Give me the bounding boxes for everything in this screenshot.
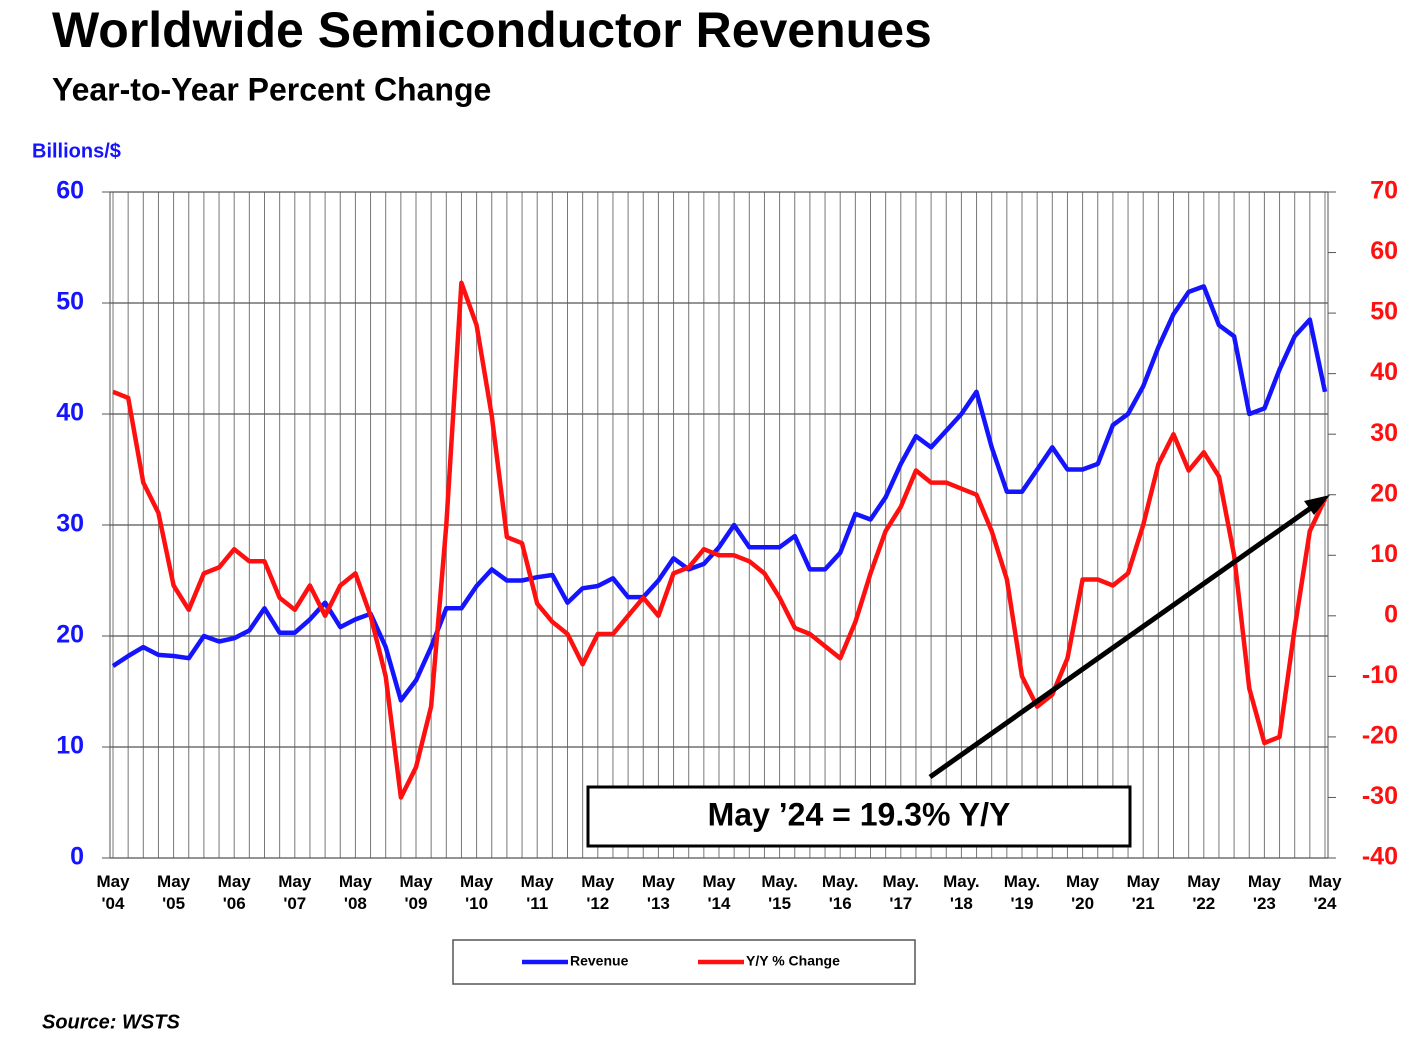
y2-tick-label: 10	[1370, 540, 1398, 568]
y2-tick-label: -20	[1362, 722, 1398, 750]
x-tick-label: May '07	[278, 872, 312, 913]
y-tick-label: 20	[56, 621, 84, 649]
y2-tick-label: 70	[1370, 177, 1398, 205]
y2-tick-label: 50	[1370, 298, 1398, 326]
x-tick-label: May. '17	[883, 872, 920, 913]
source: Source: WSTS	[42, 1011, 180, 1033]
x-tick-label: May '21	[1127, 872, 1161, 913]
x-tick-label: May. '15	[761, 872, 798, 913]
x-tick-label: May '24	[1308, 872, 1342, 913]
y2-tick-label: 0	[1384, 600, 1398, 628]
x-tick-label: May '08	[339, 872, 373, 913]
y2-tick-label: -40	[1362, 843, 1398, 871]
y-tick-label: 30	[56, 510, 84, 538]
y2-tick-label: 40	[1370, 358, 1398, 386]
x-tick-label: May. '18	[943, 872, 980, 913]
x-tick-label: May '22	[1187, 872, 1221, 913]
annotation-box	[586, 785, 1132, 848]
annotation: May ’24 = 19.3% Y/Y	[708, 796, 1011, 832]
x-tick-label: May '23	[1248, 872, 1282, 913]
series-line	[111, 284, 1328, 703]
x-tick-label: May '14	[702, 872, 736, 913]
x-tick-label: May '09	[399, 872, 433, 913]
y-tick-label: 40	[56, 399, 84, 427]
x-tick-label: May '06	[218, 872, 252, 913]
arrow-head	[1304, 495, 1330, 515]
x-tick-label: May '13	[642, 872, 676, 913]
x-tick-label: May '10	[460, 872, 494, 913]
y2-tick-label: 20	[1370, 479, 1398, 507]
chart-subtitle: Year-to-Year Percent Change	[52, 71, 491, 107]
y-tick-label: 50	[56, 288, 84, 316]
y-tick-label: 60	[56, 177, 84, 205]
x-tick-label: May '20	[1066, 872, 1100, 913]
x-tick-label: May '05	[157, 872, 191, 913]
y2-tick-label: 60	[1370, 237, 1398, 265]
x-tick-label: May. '19	[1004, 872, 1041, 913]
chart-title: Worldwide Semiconductor Revenues	[52, 2, 932, 58]
legend-label: Revenue	[570, 953, 629, 969]
x-tick-label: May '12	[581, 872, 615, 913]
series-line	[112, 280, 1328, 800]
y-tick-label: 10	[56, 732, 84, 760]
y-tick-label: 0	[70, 843, 84, 871]
y2-tick-label: -30	[1362, 782, 1398, 810]
legend-label: Y/Y % Change	[746, 953, 840, 969]
y2-tick-label: -10	[1362, 661, 1398, 689]
annotation-arrow	[928, 502, 1317, 780]
x-tick-label: May '11	[521, 872, 555, 913]
y-axis-label: Billions/$	[32, 140, 121, 162]
x-tick-label: May. '16	[822, 872, 859, 913]
y2-tick-label: 30	[1370, 419, 1398, 447]
x-tick-label: May '04	[96, 872, 130, 913]
